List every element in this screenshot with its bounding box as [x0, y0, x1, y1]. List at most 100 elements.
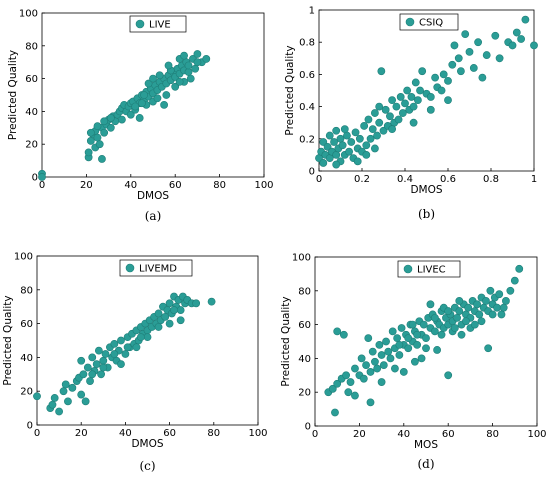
data-point: [371, 357, 379, 366]
data-point: [416, 86, 424, 95]
data-point: [99, 356, 108, 365]
data-point: [375, 102, 384, 111]
x-axis-label: DMOS: [410, 184, 442, 196]
data-point: [431, 73, 439, 82]
data-point: [136, 333, 145, 342]
x-tick-label: 0: [39, 180, 45, 191]
data-point: [404, 334, 413, 343]
data-point: [362, 150, 371, 159]
data-point: [373, 364, 382, 373]
data-point: [453, 313, 461, 322]
data-point: [81, 397, 90, 406]
x-tick-label: 100: [254, 180, 273, 191]
data-point: [482, 51, 491, 59]
data-point: [457, 330, 466, 339]
data-point: [403, 86, 412, 95]
data-point: [366, 134, 375, 143]
data-point: [495, 290, 504, 299]
data-point: [110, 339, 119, 348]
data-point: [332, 160, 341, 169]
data-point: [110, 350, 119, 358]
y-tick-label: 0: [305, 422, 311, 433]
data-point: [398, 109, 407, 117]
data-point: [170, 306, 178, 314]
x-tick-label: 100: [527, 429, 546, 440]
data-point: [193, 58, 202, 67]
x-tick-label: 20: [75, 428, 88, 439]
data-point: [86, 137, 95, 145]
data-point: [377, 67, 386, 76]
data-point: [408, 320, 417, 329]
y-tick-label: 60: [25, 74, 38, 85]
data-point: [410, 357, 419, 366]
data-point: [373, 131, 381, 140]
x-tick-label: 40: [119, 428, 132, 439]
x-tick-label: 0.2: [354, 174, 370, 185]
data-point: [338, 141, 347, 150]
y-tick-label: 20: [25, 140, 38, 151]
data-point: [377, 351, 386, 359]
data-point: [512, 28, 521, 37]
data-point: [88, 353, 97, 362]
legend-label: LIVEMD: [139, 264, 177, 275]
data-point: [377, 378, 386, 386]
data-point: [502, 297, 510, 305]
data-point: [131, 102, 140, 111]
legend-box: [397, 260, 461, 278]
legend-label: LIVE: [149, 20, 171, 31]
data-point: [388, 125, 396, 134]
data-point: [409, 102, 418, 111]
x-tick-label: 80: [486, 429, 499, 440]
scatter-panel: 0 20 40 60 80 100 0 20 40 60 80 100 MOS Predicted Qua…: [280, 253, 547, 472]
data-point: [379, 126, 388, 135]
data-point: [98, 155, 106, 163]
data-point: [515, 264, 524, 273]
data-point: [368, 347, 377, 356]
data-point: [175, 77, 184, 86]
data-point: [401, 99, 409, 108]
data-point: [364, 115, 373, 124]
data-point: [407, 93, 416, 101]
data-point: [161, 312, 170, 321]
data-point: [379, 361, 388, 370]
data-point: [393, 334, 402, 343]
data-point: [100, 128, 109, 137]
data-point: [404, 344, 413, 353]
data-point: [202, 55, 211, 63]
data-point: [488, 310, 497, 319]
data-point: [495, 54, 504, 63]
data-point: [375, 340, 384, 349]
data-point: [366, 368, 375, 376]
data-point: [478, 73, 487, 82]
y-tick-label: 100: [14, 252, 33, 263]
x-tick-label: 80: [213, 180, 226, 191]
data-point: [474, 38, 482, 47]
data-point: [444, 307, 453, 315]
data-point: [430, 327, 439, 336]
y-axis-label: Predicted Quality: [2, 295, 14, 385]
data-point: [332, 150, 341, 159]
data-point: [462, 317, 470, 326]
data-point: [86, 128, 95, 137]
x-tick-label: 80: [207, 428, 220, 439]
data-point: [422, 334, 430, 343]
data-point: [362, 361, 370, 370]
data-point: [106, 123, 115, 132]
x-tick-label: 40: [397, 429, 410, 440]
data-point: [339, 330, 348, 339]
data-point: [391, 364, 399, 373]
data-point: [384, 347, 393, 356]
data-point: [375, 118, 384, 127]
x-tick-label: 60: [163, 428, 176, 439]
scatter-panel: 0 20 40 60 80 100 0 20 40 60 80 100 DMOS Predicted Qu…: [2, 252, 268, 474]
data-point: [328, 384, 337, 393]
data-point: [486, 286, 495, 295]
data-point: [530, 41, 538, 50]
y-tick-label: 100: [292, 253, 311, 264]
data-point: [477, 317, 486, 326]
panel-caption: (c): [139, 459, 155, 473]
data-point: [395, 351, 404, 359]
data-point: [153, 94, 162, 103]
data-point: [426, 300, 435, 309]
